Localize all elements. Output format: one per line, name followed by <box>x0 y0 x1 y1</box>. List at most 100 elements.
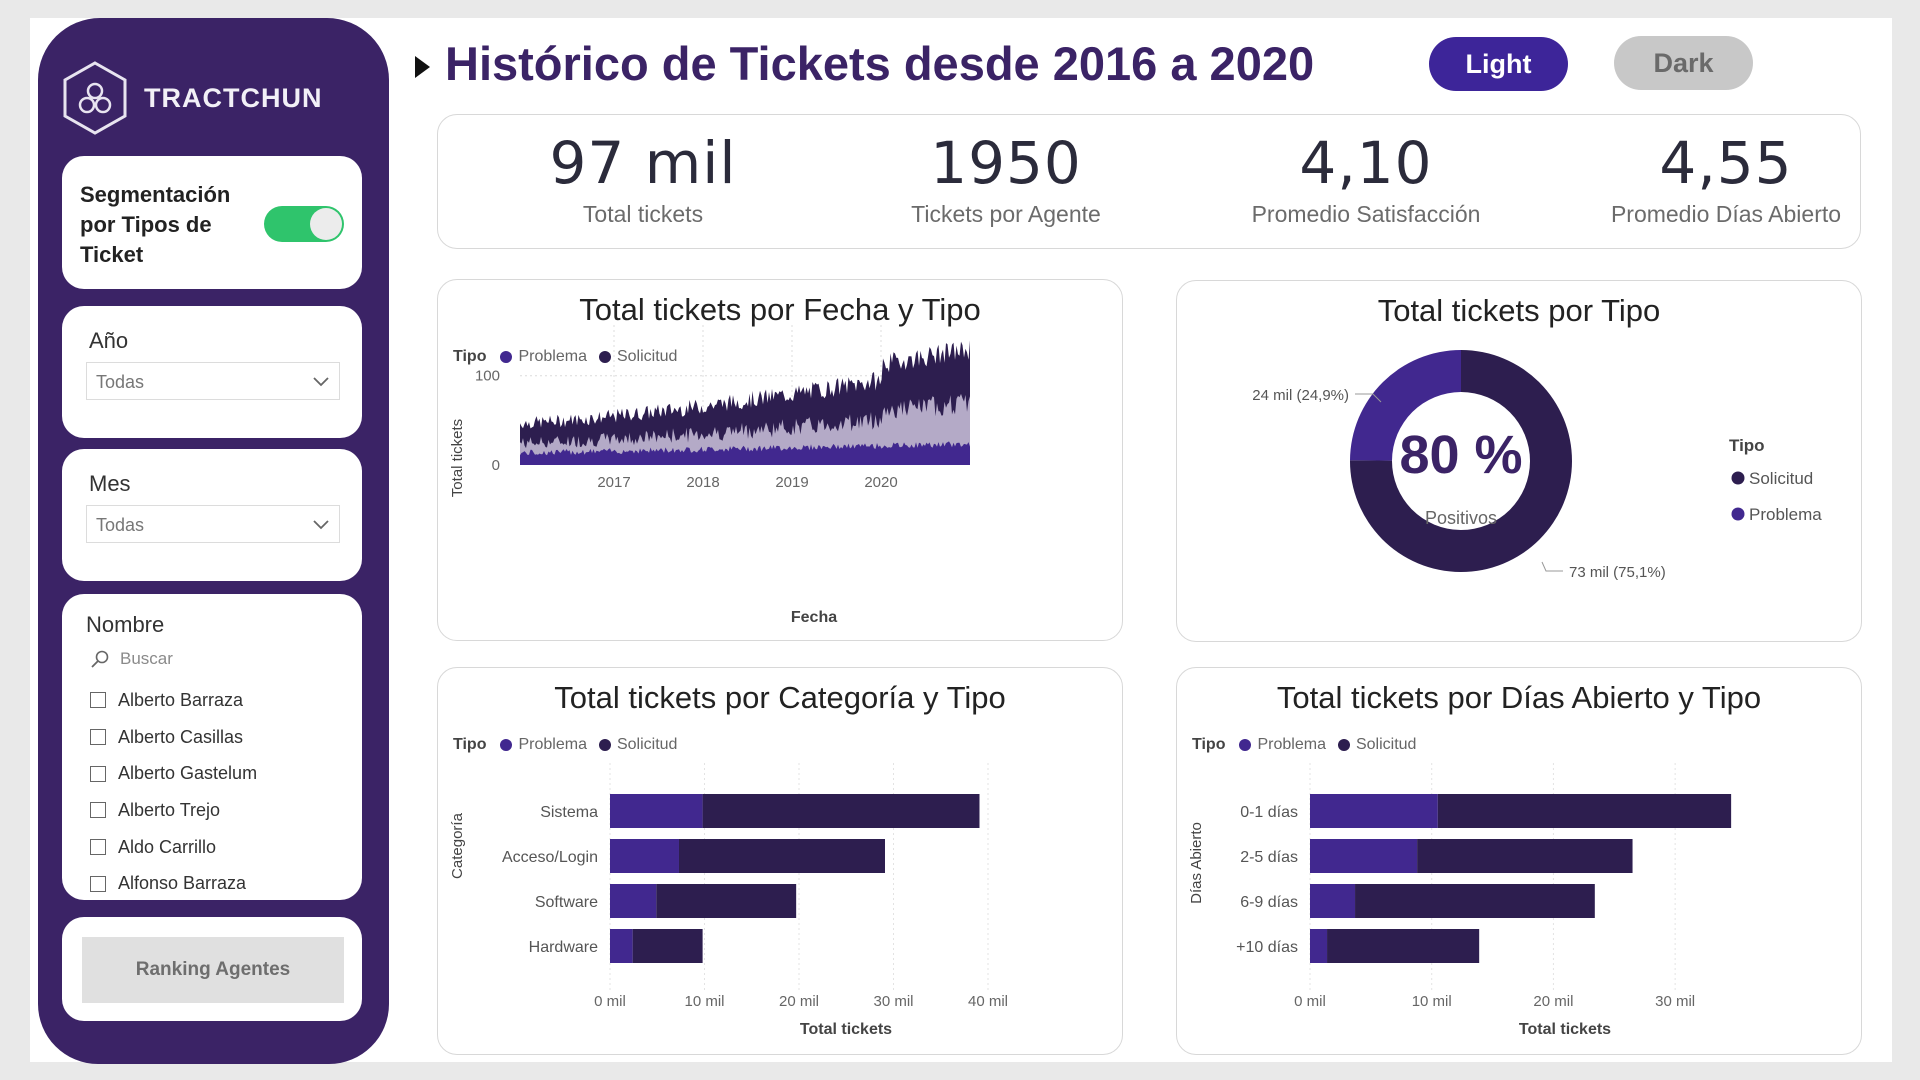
chevron-down-icon <box>313 377 329 387</box>
bar-problema[interactable] <box>610 839 679 873</box>
legend-title: Tipo <box>453 736 487 753</box>
list-item[interactable]: Aldo Carrillo <box>90 829 257 866</box>
dark-theme-button[interactable]: Dark <box>1614 36 1753 90</box>
x-tick-label: 30 mil <box>1655 993 1695 1010</box>
checkbox[interactable] <box>90 875 106 892</box>
list-item[interactable]: Alberto Gastelum <box>90 755 257 792</box>
legend-label-solicitud: Solicitud <box>616 348 678 365</box>
category-label: Sistema <box>540 804 598 821</box>
x-tick-label: 10 mil <box>1412 993 1452 1010</box>
legend-title: Tipo <box>1729 436 1765 455</box>
month-slicer: Mes Todas <box>62 449 362 581</box>
chart-panel-fecha: Total tickets por Fecha y Tipo Tipo Prob… <box>437 279 1123 641</box>
search-placeholder: Buscar <box>120 649 173 668</box>
ranking-agentes-button[interactable]: Ranking Agentes <box>82 937 344 1003</box>
checkbox[interactable] <box>90 839 106 856</box>
checkbox[interactable] <box>90 802 106 819</box>
list-item[interactable]: Alberto Barraza <box>90 682 257 719</box>
kpi-value: 97 mil <box>549 129 737 197</box>
legend-label-problema: Problema <box>1257 736 1326 753</box>
legend-label-problema: Problema <box>518 348 587 365</box>
bar-solicitud[interactable] <box>678 839 885 873</box>
donut-center-value: 80 % <box>1399 425 1522 485</box>
chart-panel-categoria: Total tickets por Categoría y Tipo Tipo … <box>437 667 1123 1055</box>
kpi-label: Promedio Satisfacción <box>1251 201 1481 227</box>
kpi-value: 1950 <box>930 129 1082 197</box>
list-item-label: Alfonso Barraza <box>118 873 247 894</box>
chart-title: Total tickets por Tipo <box>1377 293 1661 328</box>
bar-problema[interactable] <box>610 884 657 918</box>
year-dropdown[interactable]: Todas <box>86 362 340 400</box>
checkbox[interactable] <box>90 729 106 746</box>
list-item[interactable]: Alberto Trejo <box>90 792 257 829</box>
bar-problema[interactable] <box>1310 794 1438 828</box>
donut-slice-problema[interactable] <box>1350 350 1461 461</box>
x-tick-label: 2019 <box>775 474 808 491</box>
kpi-total-tickets: 97 mil Total tickets <box>473 129 813 228</box>
donut-slice-solicitud[interactable] <box>1349 350 1572 572</box>
list-item-label: Alberto Gastelum <box>118 763 258 784</box>
bar-problema[interactable] <box>1310 839 1418 873</box>
name-search[interactable]: Buscar <box>90 649 173 669</box>
legend-dot-problema <box>1731 507 1745 521</box>
year-slicer-title: Año <box>89 328 129 353</box>
x-axis-label: Total tickets <box>1519 1021 1611 1038</box>
name-slicer: Nombre Buscar Alberto Barraza Alberto Ca… <box>62 594 362 900</box>
bar-solicitud[interactable] <box>632 929 703 963</box>
x-axis-label: Total tickets <box>800 1021 892 1038</box>
kpi-value: 4,10 <box>1299 129 1433 197</box>
brand-name: TRACTCHUN <box>144 82 323 113</box>
bar-chart-dias: Días Abierto Total tickets 0 mil 10 mil 20… <box>1188 763 1732 1038</box>
x-tick-label: 30 mil <box>873 993 913 1010</box>
play-icon[interactable] <box>415 56 430 78</box>
x-tick-label: 2018 <box>686 474 719 491</box>
bar-solicitud[interactable] <box>1417 839 1633 873</box>
legend-dot-solicitud <box>1731 471 1745 485</box>
kpi-tickets-per-agent: 1950 Tickets por Agente <box>836 129 1176 228</box>
list-item-label: Aldo Carrillo <box>118 836 217 857</box>
bar-solicitud[interactable] <box>656 884 797 918</box>
x-tick-label: 2017 <box>597 474 630 491</box>
list-item[interactable]: Alfonso Barraza <box>90 865 257 900</box>
list-item[interactable]: Alberto Casillas <box>90 719 257 756</box>
chart-panel-tipo: Total tickets por Tipo 80 % Positivos 24… <box>1176 280 1862 642</box>
chart-legend: Tipo Problema Solicitud <box>453 736 677 754</box>
category-label: Acceso/Login <box>502 849 598 866</box>
kpi-avg-days-open: 4,55 Promedio Días Abierto <box>1556 129 1896 228</box>
series-area-problema <box>520 441 970 465</box>
x-tick-label: 20 mil <box>1533 993 1573 1010</box>
legend-dot-solicitud <box>598 351 611 363</box>
kpi-avg-satisfaction: 4,10 Promedio Satisfacción <box>1196 129 1536 228</box>
bar-solicitud[interactable] <box>1437 794 1732 828</box>
month-dropdown[interactable]: Todas <box>86 505 340 543</box>
kpi-value: 4,55 <box>1659 129 1793 197</box>
kpi-label: Promedio Días Abierto <box>1610 201 1842 227</box>
light-theme-button[interactable]: Light <box>1429 37 1568 91</box>
segmentation-toggle[interactable] <box>264 206 344 242</box>
legend-title: Tipo <box>1192 736 1226 753</box>
chevron-down-icon <box>313 520 329 530</box>
legend-dot-problema <box>500 739 513 751</box>
list-item-label: Alberto Casillas <box>118 726 244 747</box>
bar-chart-categoria: Categoría Total tickets 0 mil 10 mil 20 mi… <box>449 763 1008 1038</box>
bar-solicitud[interactable] <box>702 794 980 828</box>
bar-problema[interactable] <box>610 929 633 963</box>
bar-solicitud[interactable] <box>1327 929 1480 963</box>
bar-solicitud[interactable] <box>1355 884 1595 918</box>
area-chart: 2017 2018 2019 2020 0 100 Total tickets Fecha <box>449 325 970 626</box>
bar-problema[interactable] <box>610 794 703 828</box>
donut-center-label: Positivos <box>1425 508 1497 528</box>
segmentation-card: Segmentación por Tipos de Ticket <box>62 156 362 289</box>
checkbox[interactable] <box>90 765 106 782</box>
chart-title: Total tickets por Categoría y Tipo <box>554 680 1006 715</box>
chart-panel-dias: Total tickets por Días Abierto y Tipo Ti… <box>1176 667 1862 1055</box>
year-dropdown-value: Todas <box>96 372 145 392</box>
bar-problema[interactable] <box>1310 884 1356 918</box>
bar-problema[interactable] <box>1310 929 1328 963</box>
category-label: 2-5 días <box>1240 849 1298 866</box>
chart-title: Total tickets por Fecha y Tipo <box>579 292 981 327</box>
x-tick-label: 10 mil <box>684 993 724 1010</box>
checkbox[interactable] <box>90 692 106 709</box>
category-label: 6-9 días <box>1240 894 1298 911</box>
y-tick-label: 100 <box>475 368 500 385</box>
